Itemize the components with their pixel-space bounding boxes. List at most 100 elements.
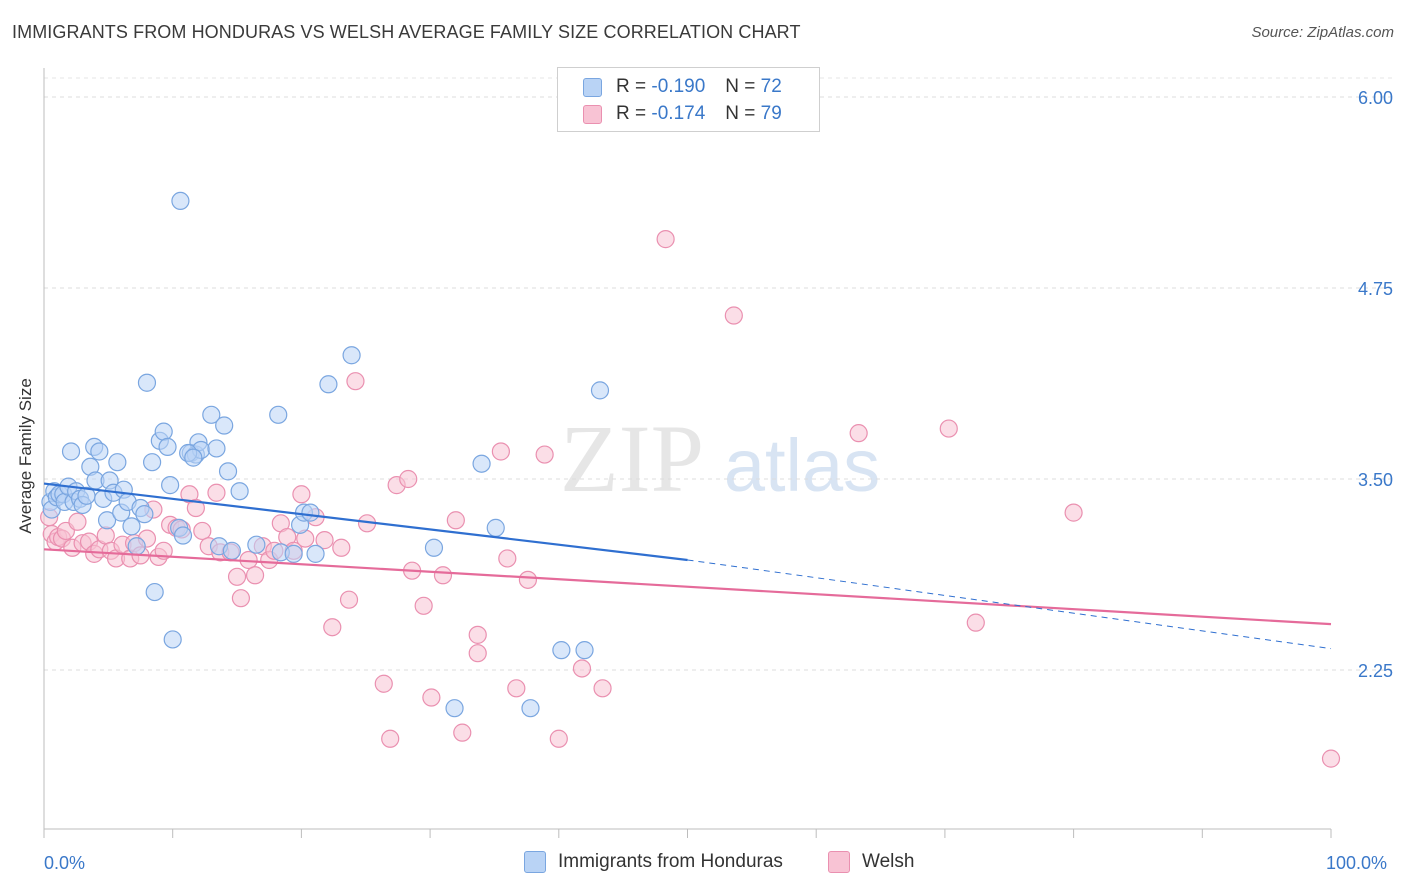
legend-r-value-welsh: -0.174 <box>651 103 706 124</box>
welsh-point <box>346 372 365 391</box>
welsh-point <box>572 659 592 678</box>
honduras-point <box>158 437 177 457</box>
welsh-point <box>849 424 868 443</box>
source-label: Source: ZipAtlas.com <box>1251 24 1394 41</box>
welsh-point <box>207 483 226 502</box>
x-axis-min-label: 0.0% <box>44 853 86 873</box>
correlation-legend: R = -0.190 N = 72 R = -0.174 N = 79 <box>557 67 820 132</box>
honduras-point <box>127 537 146 556</box>
honduras-point <box>486 518 505 537</box>
honduras-point <box>145 582 164 602</box>
welsh-point <box>399 469 418 489</box>
honduras-point <box>424 538 444 557</box>
welsh-point <box>315 531 334 550</box>
welsh-point <box>491 442 510 461</box>
welsh-point <box>535 445 554 464</box>
honduras-point <box>108 453 127 472</box>
welsh-point <box>381 729 400 748</box>
honduras-point <box>269 405 288 424</box>
welsh-point <box>468 625 487 644</box>
welsh-point <box>656 230 675 249</box>
welsh-point <box>498 549 517 568</box>
welsh-point <box>446 511 465 530</box>
welsh-point <box>231 589 251 608</box>
legend-n-label: N = <box>725 103 756 124</box>
honduras-point <box>218 462 238 481</box>
honduras-point <box>301 503 320 522</box>
welsh-point <box>332 538 351 557</box>
honduras-point <box>161 476 180 495</box>
welsh-point <box>1321 749 1341 768</box>
welsh-point <box>292 485 311 504</box>
watermark-zip: ZIP <box>560 405 704 512</box>
honduras-point <box>163 630 182 649</box>
honduras-point <box>207 439 226 458</box>
legend-swatch-welsh <box>583 104 602 124</box>
honduras-point <box>472 454 491 473</box>
welsh-point <box>518 570 538 589</box>
legend-r-label: R = <box>616 103 647 124</box>
honduras-point <box>521 699 540 718</box>
honduras-point <box>202 405 221 424</box>
series-legend-honduras: Immigrants from Honduras <box>524 851 783 873</box>
honduras-point <box>122 517 141 536</box>
series-name-honduras: Immigrants from Honduras <box>558 851 783 872</box>
welsh-point <box>724 306 743 325</box>
y-tick-labels: 2.25 3.50 4.75 6.00 <box>1358 88 1393 681</box>
welsh-points <box>40 230 1341 768</box>
legend-swatch-honduras <box>583 77 602 97</box>
welsh-point <box>245 566 265 585</box>
honduras-point <box>222 541 242 560</box>
honduras-point <box>137 373 157 392</box>
x-ticks <box>43 829 1332 838</box>
series-swatch-honduras <box>524 851 546 873</box>
honduras-point <box>173 526 193 545</box>
honduras-point <box>590 381 610 400</box>
series-legend: Immigrants from Honduras Welsh <box>0 851 1406 877</box>
welsh-point <box>939 419 958 438</box>
welsh-point <box>374 674 393 693</box>
welsh-point <box>339 590 359 609</box>
honduras-point <box>171 191 190 211</box>
welsh-point <box>193 521 212 541</box>
honduras-point <box>306 544 325 563</box>
series-name-welsh: Welsh <box>862 851 915 872</box>
welsh-point <box>966 613 985 632</box>
welsh-point <box>468 644 487 663</box>
legend-r-value-honduras: -0.190 <box>651 76 706 97</box>
y-axis-label: Average Family Size <box>16 378 35 534</box>
series-legend-welsh: Welsh <box>828 851 914 873</box>
welsh-point <box>186 498 205 518</box>
y-tick-label: 6.00 <box>1358 88 1393 108</box>
legend-n-label: N = <box>725 76 756 97</box>
y-tick-label: 3.50 <box>1358 470 1393 490</box>
honduras-trend-extension <box>687 559 1332 650</box>
honduras-point <box>247 535 266 554</box>
honduras-point <box>215 416 234 435</box>
welsh-point <box>433 566 453 585</box>
honduras-trend-line <box>43 482 688 562</box>
honduras-points <box>41 191 610 718</box>
honduras-point <box>90 442 109 461</box>
gridlines <box>44 77 1392 671</box>
chart-title: IMMIGRANTS FROM HONDURAS VS WELSH AVERAG… <box>12 22 801 42</box>
welsh-point <box>68 512 87 531</box>
honduras-point <box>319 375 338 394</box>
legend-row-honduras: R = -0.190 N = 72 <box>583 75 782 99</box>
y-tick-label: 4.75 <box>1358 279 1393 299</box>
legend-r-label: R = <box>616 76 647 97</box>
honduras-point <box>284 544 303 563</box>
honduras-point <box>552 641 571 660</box>
y-tick-label: 2.25 <box>1358 661 1393 681</box>
welsh-point <box>96 526 115 545</box>
x-axis-max-label: 100.0% <box>1326 853 1388 873</box>
honduras-point <box>230 482 249 501</box>
welsh-point <box>1064 503 1083 522</box>
welsh-point <box>422 688 441 707</box>
welsh-point <box>414 596 433 615</box>
welsh-point <box>323 618 342 637</box>
welsh-point <box>227 567 247 586</box>
honduras-point <box>575 641 594 660</box>
legend-row-welsh: R = -0.174 N = 79 <box>583 102 782 126</box>
